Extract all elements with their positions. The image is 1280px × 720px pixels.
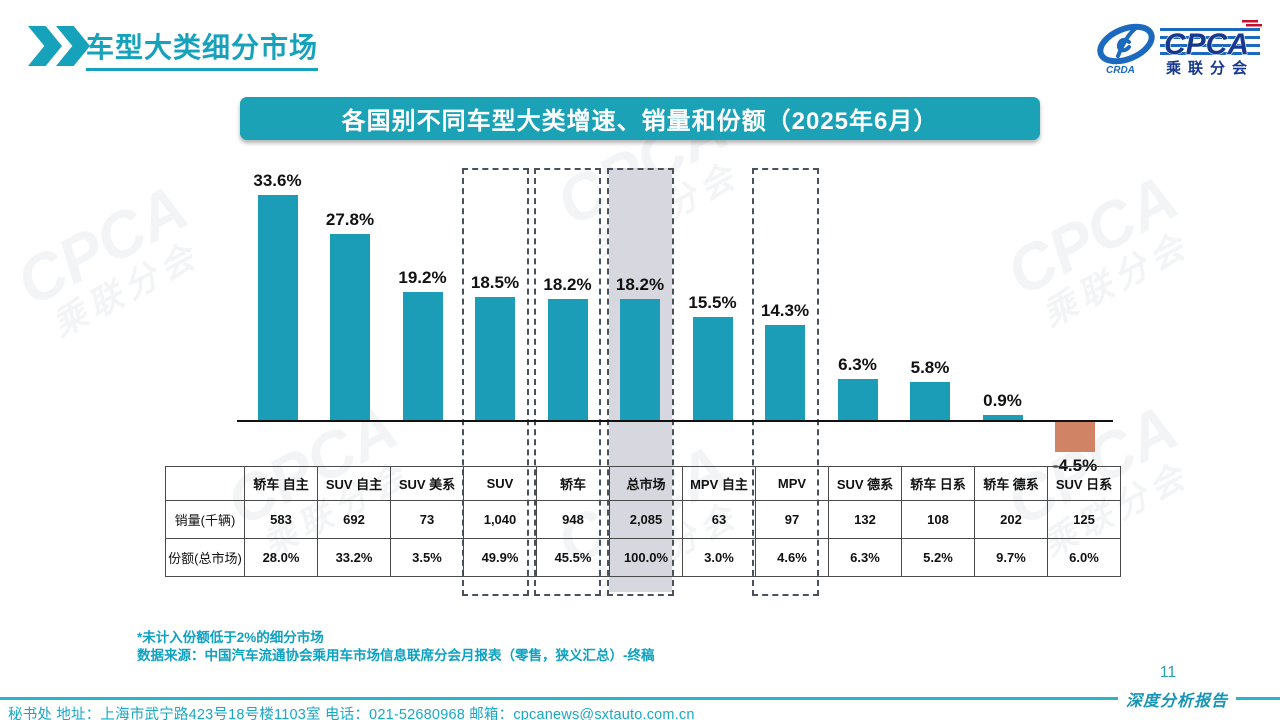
table-row-label: 销量(千辆) bbox=[165, 500, 245, 539]
table-cell: 45.5% bbox=[536, 538, 610, 577]
table-column-header: 轿车 自主 bbox=[244, 466, 318, 501]
chart-title-banner: 各国别不同车型大类增速、销量和份额（2025年6月） bbox=[240, 97, 1040, 140]
table-cell: 132 bbox=[828, 500, 902, 539]
table-column-header: SUV 美系 bbox=[390, 466, 464, 501]
chevron-icon bbox=[28, 26, 62, 66]
footer-divider-line bbox=[0, 697, 1280, 700]
table-cell: 6.0% bbox=[1047, 538, 1121, 577]
bar-value-label: 15.5% bbox=[688, 292, 737, 312]
table-column-header: MPV 自主 bbox=[682, 466, 756, 501]
table-corner-cell bbox=[165, 466, 245, 501]
bar-SUV bbox=[475, 296, 515, 421]
bar-轿车 bbox=[547, 298, 588, 421]
bar-value-label: 18.2% bbox=[543, 274, 592, 294]
table-cell: 202 bbox=[974, 500, 1048, 539]
bar-总市场 bbox=[620, 298, 660, 421]
bar-SUV 德系 bbox=[837, 378, 878, 421]
table-cell: 9.7% bbox=[974, 538, 1048, 577]
bar-value-label: 18.2% bbox=[615, 274, 665, 294]
table-column-header: 轿车 日系 bbox=[901, 466, 975, 501]
footnote-line1: *未计入份额低于2%的细分市场 bbox=[137, 630, 324, 645]
cpca-watermark: CPCA 乘联分会 bbox=[5, 170, 206, 345]
table-cell: 3.5% bbox=[390, 538, 464, 577]
table-cell: 5.2% bbox=[901, 538, 975, 577]
bar-value-label: 18.5% bbox=[470, 272, 520, 292]
table-cell: 108 bbox=[901, 500, 975, 539]
segment-data-table: 轿车 自主 SUV 自主 SUV 美系 SUV 轿车 总市场 MPV 自主 MPV SUV 德系… bbox=[165, 466, 1121, 577]
table-column-header: SUV 自主 bbox=[317, 466, 391, 501]
table-cell: 3.0% bbox=[682, 538, 756, 577]
cpca-logo: CRDA CPCA 乘联分会 bbox=[1096, 16, 1266, 78]
bar-value-label: 27.8% bbox=[325, 210, 375, 230]
table-column-header: 轿车 德系 bbox=[974, 466, 1048, 501]
logo-sub-text: 乘联分会 bbox=[1165, 59, 1254, 77]
table-cell: 100.0% bbox=[609, 538, 683, 577]
cpca-logo-graphic: CRDA CPCA 乘联分会 bbox=[1097, 20, 1262, 77]
table-column-header: SUV 日系 bbox=[1047, 466, 1121, 501]
table-cell: 33.2% bbox=[317, 538, 391, 577]
table-cell: 948 bbox=[536, 500, 610, 539]
table-cell: 692 bbox=[317, 500, 391, 539]
bar-value-label: 33.6% bbox=[253, 171, 302, 191]
table-column-header: MPV bbox=[755, 466, 829, 501]
footer-contact-info: 秘书处 地址：上海市武宁路423号18号楼1103室 电话：021-526809… bbox=[8, 707, 695, 720]
table-column-header: SUV bbox=[463, 466, 537, 501]
table-cell: 4.6% bbox=[755, 538, 829, 577]
cpca-watermark: CPCA 乘联分会 bbox=[995, 160, 1196, 335]
x-axis-line bbox=[237, 420, 1113, 422]
bar-value-label: 19.2% bbox=[398, 267, 447, 287]
bar-value-label: 5.8% bbox=[910, 358, 950, 378]
bar-轿车 自主 bbox=[257, 195, 298, 421]
bar-SUV 日系 bbox=[1055, 422, 1095, 453]
table-column-header: SUV 德系 bbox=[828, 466, 902, 501]
bar-value-label: 14.3% bbox=[760, 300, 810, 320]
table-row-label: 份额(总市场) bbox=[165, 538, 245, 577]
table-column-header: 轿车 bbox=[536, 466, 610, 501]
chart-title: 各国别不同车型大类增速、销量和份额（2025年6月） bbox=[341, 108, 939, 135]
footnote-line2: 数据来源：中国汽车流通协会乘用车市场信息联席分会月报表（零售，狭义汇总）-终稿 bbox=[137, 648, 655, 664]
table-cell: 125 bbox=[1047, 500, 1121, 539]
footnotes: *未计入份额低于2%的细分市场 数据来源：中国汽车流通协会乘用车市场信息联席分会… bbox=[137, 629, 655, 665]
table-cell: 1,040 bbox=[463, 500, 537, 539]
table-cell: 97 bbox=[755, 500, 829, 539]
bar-MPV 自主 bbox=[692, 316, 733, 421]
table-cell: 2,085 bbox=[609, 500, 683, 539]
table-cell: 73 bbox=[390, 500, 464, 539]
table-cell: 583 bbox=[244, 500, 318, 539]
page-number: 11 bbox=[1159, 664, 1177, 681]
table-column-header: 总市场 bbox=[609, 466, 683, 501]
bar-value-label: 6.3% bbox=[838, 354, 877, 374]
logo-crda-text: CRDA bbox=[1106, 65, 1135, 76]
table-row: 份额(总市场) 28.0% 33.2% 3.5% 49.9% 45.5% 100.0% 3.0… bbox=[165, 538, 1121, 577]
report-type-label: 深度分析报告 bbox=[1118, 687, 1237, 711]
table-cell: 28.0% bbox=[244, 538, 318, 577]
table-cell: 6.3% bbox=[828, 538, 902, 577]
table-cell: 49.9% bbox=[463, 538, 537, 577]
bar-SUV 美系 bbox=[402, 291, 443, 421]
double-chevron-icon bbox=[28, 26, 90, 66]
table-row: 销量(千辆) 583 692 73 1,040 948 2,085 63 97 132 108 202… bbox=[165, 500, 1121, 539]
logo-cpca-text: CPCA bbox=[1164, 28, 1249, 61]
bar-轿车 日系 bbox=[910, 382, 950, 421]
page-title: 车型大类细分市场 bbox=[86, 26, 319, 71]
bar-MPV bbox=[765, 324, 805, 421]
bar-SUV 自主 bbox=[330, 234, 370, 421]
table-cell: 63 bbox=[682, 500, 756, 539]
bar-value-label: 0.9% bbox=[983, 390, 1022, 410]
